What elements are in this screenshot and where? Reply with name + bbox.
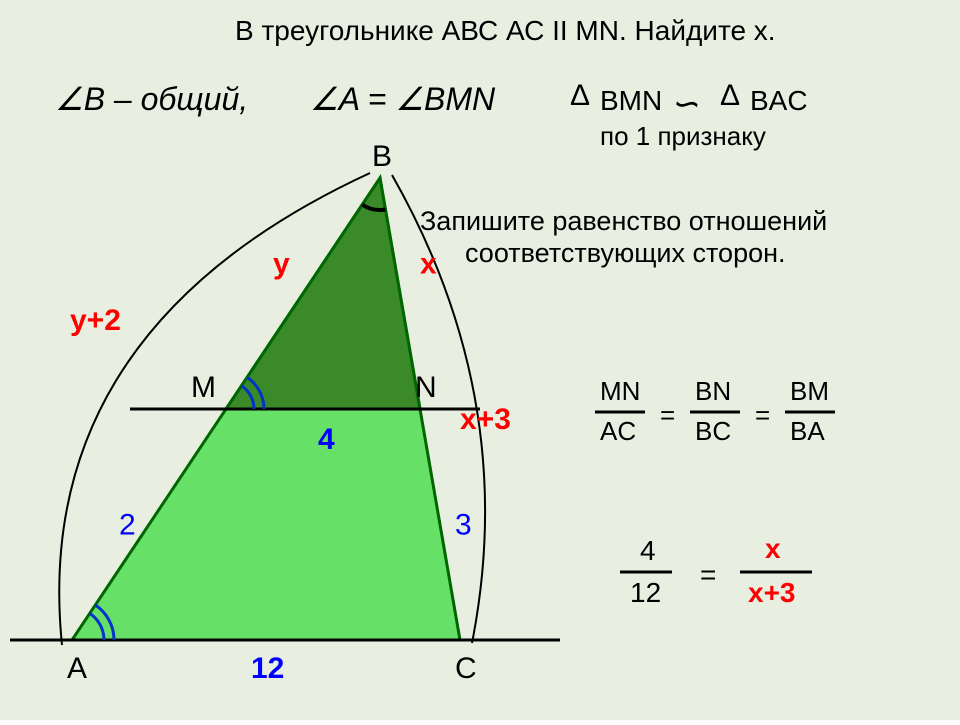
len-y: y — [273, 248, 290, 281]
prompt-l2: соответствующих сторон. — [465, 238, 786, 268]
vertex-m: M — [191, 371, 216, 404]
ratio-1: MN AC = BN BC = BM BA — [595, 376, 835, 446]
vertex-b: B — [372, 140, 392, 173]
problem-title: В треугольнике АВС АС II MN. Найдите х. — [235, 15, 776, 46]
len-x: x — [420, 248, 437, 281]
len-xplus3: x+3 — [460, 403, 511, 436]
vertex-a: A — [67, 652, 87, 685]
r2-n1: 4 — [640, 535, 656, 566]
delta1: Δ — [570, 79, 590, 112]
r1-n2: BN — [695, 376, 731, 406]
sim-t2: BAC — [750, 85, 808, 116]
r2-d2: x+3 — [748, 577, 796, 608]
diagram-canvas: В треугольнике АВС АС II MN. Найдите х. … — [0, 0, 960, 720]
len-nc: 3 — [455, 509, 472, 542]
len-mn: 4 — [318, 423, 335, 456]
r2-n2: x — [765, 533, 781, 564]
r1-d3: BA — [790, 416, 825, 446]
r2-eq: = — [700, 559, 716, 590]
delta2: Δ — [720, 79, 740, 112]
r1-d2: BC — [695, 416, 731, 446]
vertex-c: C — [455, 652, 477, 685]
sim-reason: по 1 признаку — [600, 121, 766, 151]
derivation-part1: ∠B – общий, — [55, 81, 248, 117]
r2-d1: 12 — [630, 577, 661, 608]
sim-t1: BMN — [600, 85, 662, 116]
derivation-part2: ∠A = ∠BMN — [310, 81, 496, 117]
r1-eq1: = — [660, 400, 675, 430]
r1-n1: MN — [600, 376, 640, 406]
r1-d1: AC — [600, 416, 636, 446]
len-ac: 12 — [251, 652, 284, 685]
r1-n3: BM — [790, 376, 829, 406]
prompt-l1: Запишите равенство отношений — [420, 206, 827, 236]
len-am: 2 — [119, 509, 136, 542]
r1-eq2: = — [755, 400, 770, 430]
sim-tilde: ∽ — [670, 85, 699, 123]
vertex-n: N — [415, 371, 437, 404]
len-yplus2: y+2 — [70, 304, 121, 337]
